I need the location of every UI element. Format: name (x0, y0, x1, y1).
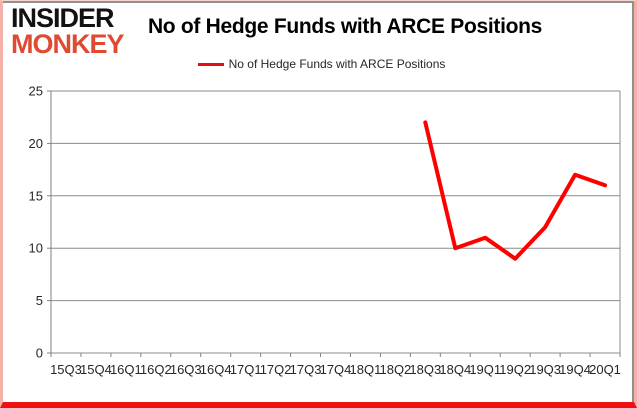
x-tick-label: 17Q4 (320, 362, 352, 377)
line-chart: 051015202515Q315Q416Q116Q216Q316Q417Q117… (29, 84, 621, 378)
x-tick-label: 18Q2 (379, 362, 411, 377)
data-line-series (423, 120, 607, 261)
x-tick-label: 19Q3 (529, 362, 561, 377)
y-tick-label: 25 (29, 84, 43, 99)
x-tick-label: 16Q4 (200, 362, 232, 377)
y-tick-label: 5 (36, 293, 43, 308)
x-tick-label: 16Q2 (140, 362, 172, 377)
chart-title: No of Hedge Funds with ARCE Positions (147, 15, 543, 38)
x-tick-label: 20Q1 (589, 362, 621, 377)
x-tick-label: 19Q2 (499, 362, 531, 377)
insider-monkey-logo: INSIDER MONKEY (11, 3, 125, 59)
x-tick-label: 18Q1 (350, 362, 382, 377)
y-tick-label: 0 (36, 346, 43, 361)
x-tick-label: 17Q1 (230, 362, 262, 377)
x-tick-label: 19Q1 (469, 362, 501, 377)
y-tick-label: 20 (29, 136, 43, 151)
x-tick-label: 15Q4 (80, 362, 112, 377)
logo-text-insider: INSIDER (11, 3, 115, 33)
x-tick-label: 15Q3 (50, 362, 82, 377)
logo-text-monkey: MONKEY (11, 28, 125, 59)
legend-line-swatch (197, 62, 224, 66)
legend-label: No of Hedge Funds with ARCE Positions (228, 57, 446, 71)
y-tick-label: 15 (29, 188, 43, 203)
x-tick-label: 17Q3 (290, 362, 322, 377)
x-tick-label: 18Q3 (409, 362, 441, 377)
x-tick-label: 16Q1 (110, 362, 142, 377)
x-tick-label: 19Q4 (559, 362, 591, 377)
chart-legend: No of Hedge Funds with ARCE Positions (3, 57, 634, 71)
x-tick-label: 16Q3 (170, 362, 202, 377)
x-tick-label: 18Q4 (439, 362, 471, 377)
x-tick-label: 17Q2 (260, 362, 292, 377)
y-tick-label: 10 (29, 241, 43, 256)
